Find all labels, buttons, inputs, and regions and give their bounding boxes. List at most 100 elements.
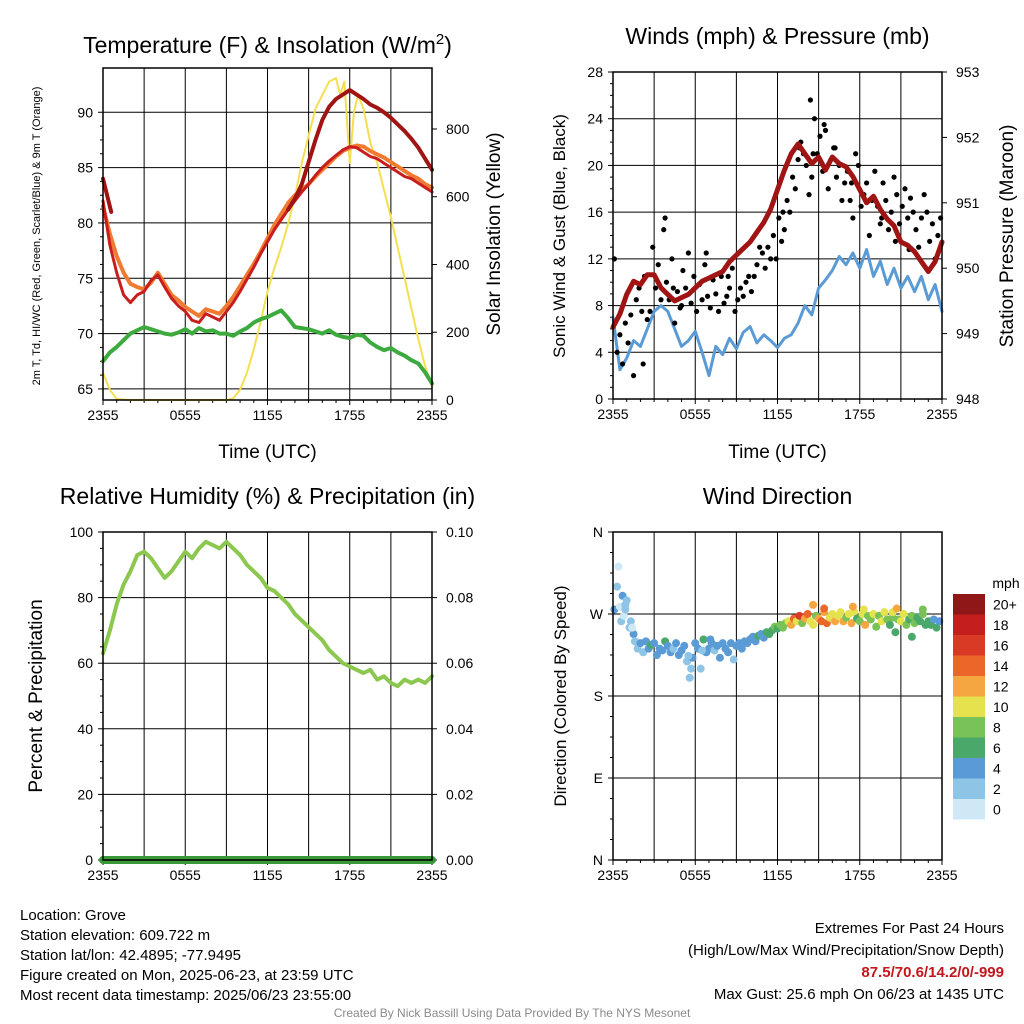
direction-point: [628, 623, 637, 632]
wind-gust-point: [652, 285, 659, 291]
wind-gust-point: [743, 279, 749, 285]
wind-y2-tick-label: 948: [956, 391, 980, 407]
temperature-x-tick-label: 1755: [334, 407, 365, 423]
wind-gust-point: [650, 244, 656, 250]
temperature-series-heat_index_early: [101, 176, 114, 214]
wind-gust-point: [619, 361, 626, 367]
direction-point: [626, 617, 635, 626]
wind-gust-point: [663, 279, 670, 285]
direction-speed-legend: mph 20+ 18 16 14 12 10 8 6 4 2 0: [953, 575, 1020, 820]
temperature-y-tick-label: 65: [77, 381, 93, 397]
direction-point: [715, 653, 724, 662]
temperature-x-tick-label: 0555: [170, 407, 201, 423]
wind-gust-point: [807, 97, 814, 103]
wind-gust-point: [866, 232, 872, 239]
wind-y-tick-label: 16: [587, 204, 603, 220]
wind-y2-tick-label: 950: [956, 260, 980, 276]
temperature-series-temp_2m: [101, 145, 434, 324]
direction-legend-label: 8: [993, 719, 1001, 735]
direction-point: [803, 610, 812, 618]
wind-gust-point: [628, 312, 634, 318]
direction-point: [658, 646, 667, 655]
wind-gust-point: [703, 250, 709, 256]
wind-gust-point: [839, 197, 845, 204]
direction-x-tick-label: 1155: [762, 867, 792, 883]
direction-point: [848, 602, 857, 611]
station-info: Location: Grove Station elevation: 609.7…: [20, 906, 354, 1006]
direction-y-tick-label: E: [594, 770, 603, 786]
wind-x-tick-label: 2355: [597, 406, 628, 422]
wind-x-label: Time (UTC): [728, 442, 827, 463]
direction-legend-label: 10: [993, 699, 1009, 715]
wind-series-wind_speed: [611, 248, 944, 378]
humidity-x-tick-label: 0555: [170, 867, 201, 883]
wind-gust-point: [757, 244, 763, 250]
wind-gust-point: [918, 215, 925, 221]
direction-point: [614, 562, 623, 571]
humidity-y-label: Percent & Precipitation: [26, 599, 47, 792]
wind-gust-point: [726, 285, 733, 291]
temperature-y-tick-label: 85: [77, 160, 93, 176]
wind-gust-point: [821, 121, 827, 128]
humidity-x-tick-label: 1155: [252, 867, 282, 883]
wind-gust-point: [740, 293, 746, 299]
humidity-y-tick-label: 0: [85, 852, 93, 868]
wind-gust-point: [685, 250, 691, 256]
direction-y-label: Direction (Colored By Speed): [551, 585, 570, 806]
wind-gust-point: [669, 256, 675, 262]
wind-gust-point: [765, 244, 771, 250]
wind-gust-point: [929, 221, 936, 227]
wind-gust-point: [810, 151, 816, 157]
station-location: Location: Grove: [20, 907, 126, 924]
direction-legend-swatch: [953, 614, 985, 635]
direction-point: [685, 673, 694, 682]
wind-y-tick-label: 12: [587, 251, 603, 267]
wind-gust-point: [872, 168, 878, 174]
wind-gust-point: [644, 316, 650, 323]
wind-gust-point: [625, 340, 631, 346]
wind-y-tick-label: 28: [587, 64, 603, 80]
wind-gust-point: [855, 162, 861, 169]
wind-y-tick-label: 24: [587, 111, 603, 127]
direction-legend-swatch: [953, 737, 985, 758]
temperature-title: Temperature (F) & Insolation (W/m2): [83, 31, 452, 58]
humidity-x-tick-label: 2355: [416, 867, 447, 883]
temperature-plot-border: [102, 67, 433, 401]
direction-point: [699, 635, 708, 644]
extremes-summary: Extremes For Past 24 Hours (High/Low/Max…: [688, 918, 1004, 1006]
humidity-y-tick-label: 40: [77, 721, 93, 737]
direction-point: [652, 651, 661, 659]
temperature-y-label: 2m T, Td, HI/WC (Red, Green, Scarlet/Blu…: [31, 87, 43, 386]
wind-gust-point: [899, 203, 905, 209]
wind-gust-point: [746, 273, 752, 279]
direction-point: [680, 641, 689, 650]
wind-gust-point: [780, 209, 786, 215]
wind-x-tick-label: 1755: [844, 406, 875, 422]
wind-y-tick-label: 0: [595, 391, 603, 407]
wind-y-tick-label: 20: [587, 157, 603, 173]
wind-gust-point: [694, 308, 700, 315]
wind-gust-point: [892, 238, 898, 244]
wind-gust-point: [762, 265, 768, 271]
wind-gust-point: [707, 305, 713, 311]
wind-gust-point: [622, 320, 628, 326]
wind-gust-point: [674, 288, 681, 295]
recent-data-timestamp: Most recent data timestamp: 2025/06/23 2…: [20, 987, 352, 1004]
direction-legend-swatch: [953, 717, 985, 738]
direction-point: [629, 630, 638, 639]
wind-y2-tick-label: 952: [956, 129, 980, 145]
wind-gust-point: [832, 145, 838, 151]
direction-point: [684, 651, 693, 660]
wind-x-tick-label: 2355: [926, 406, 957, 422]
direction-legend-label: 4: [993, 760, 1001, 776]
wind-gust-point: [630, 373, 637, 379]
wind-gust-point: [847, 197, 853, 204]
wind-gust-point: [640, 361, 646, 367]
wind-gust-point: [688, 300, 694, 306]
direction-point: [880, 608, 889, 617]
wind-y2-tick-label: 949: [956, 326, 980, 342]
direction-point: [706, 635, 715, 644]
credit-line: Created By Nick Bassill Using Data Provi…: [333, 1006, 691, 1020]
wind-gust-point: [905, 215, 911, 221]
direction-legend-label: 16: [993, 637, 1009, 653]
